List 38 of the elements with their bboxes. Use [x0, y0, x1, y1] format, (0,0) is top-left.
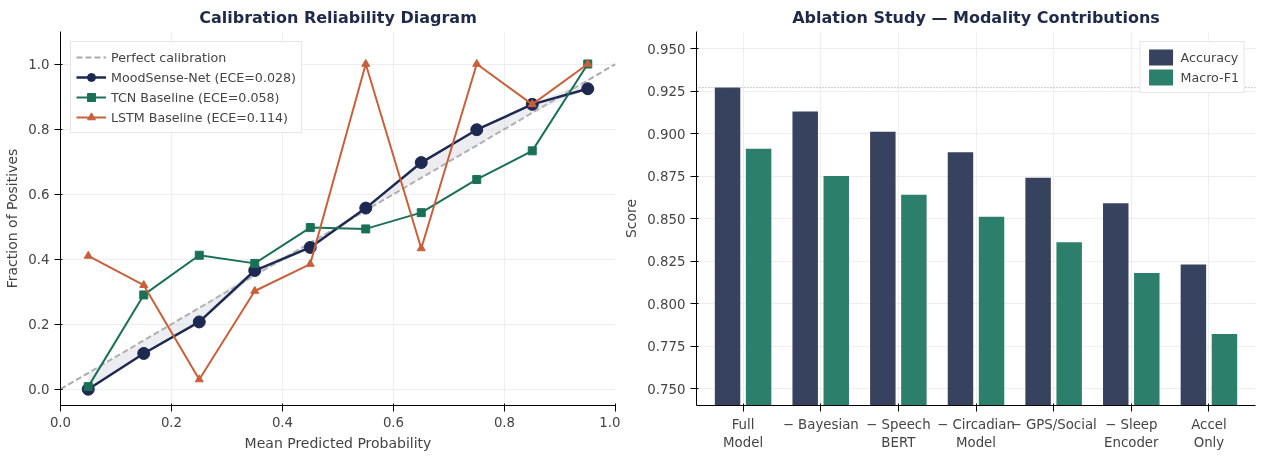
- legend-label: Accuracy: [1180, 49, 1239, 65]
- y-tick-label: 0.750: [647, 381, 686, 397]
- x-tick-label: 1.0: [599, 414, 621, 430]
- y-tick-label: 0.8: [28, 122, 50, 138]
- y-tick-label: 0.825: [647, 254, 686, 269]
- y-tick-label: 0.875: [647, 169, 686, 184]
- x-tick-label: 0.6: [382, 414, 405, 430]
- y-tick-label: 0.950: [647, 41, 686, 57]
- x-tick-label: 0.0: [49, 414, 72, 430]
- y-tick-label: 0.0: [28, 382, 50, 398]
- y-axis-title: Score: [623, 198, 640, 239]
- x-tick-label: − Speech BERT: [866, 416, 931, 450]
- y-tick-label: 0.925: [647, 84, 686, 99]
- y-tick-label: 1.0: [28, 57, 50, 73]
- legend-label: Perfect calibration: [111, 49, 227, 65]
- legend-label: Macro-F1: [1180, 69, 1239, 85]
- y-tick-label: 0.2: [28, 317, 50, 333]
- legend-label: MoodSense-Net (ECE=0.028): [111, 69, 297, 85]
- y-tick-label: 0.6: [28, 187, 50, 203]
- y-tick-label: 0.900: [647, 126, 686, 142]
- chart-title: Calibration Reliability Diagram: [199, 7, 477, 27]
- y-tick-label: 0.775: [647, 339, 686, 354]
- chart-title: Ablation Study — Modality Contributions: [792, 7, 1160, 27]
- x-tick-label: − Bayesian: [782, 416, 859, 432]
- x-tick-label: 0.8: [493, 414, 516, 430]
- y-tick-label: 0.800: [647, 296, 686, 312]
- x-tick-label: 0.4: [271, 414, 294, 430]
- y-tick-label: 0.4: [28, 252, 50, 268]
- x-tick-label: − Circadian Model: [937, 416, 1015, 450]
- legend-label: LSTM Baseline (ECE=0.114): [111, 109, 288, 125]
- x-tick-label: 0.2: [160, 414, 183, 430]
- x-tick-label: Full Model: [723, 416, 764, 450]
- x-tick-label: − Sleep Encoder: [1104, 416, 1160, 450]
- legend-label: TCN Baseline (ECE=0.058): [111, 89, 280, 105]
- y-tick-label: 0.850: [647, 211, 686, 227]
- x-tick-label: Accel Only: [1191, 416, 1227, 450]
- x-axis-title: Mean Predicted Probability: [244, 434, 432, 451]
- y-axis-title: Fraction of Positives: [4, 148, 21, 289]
